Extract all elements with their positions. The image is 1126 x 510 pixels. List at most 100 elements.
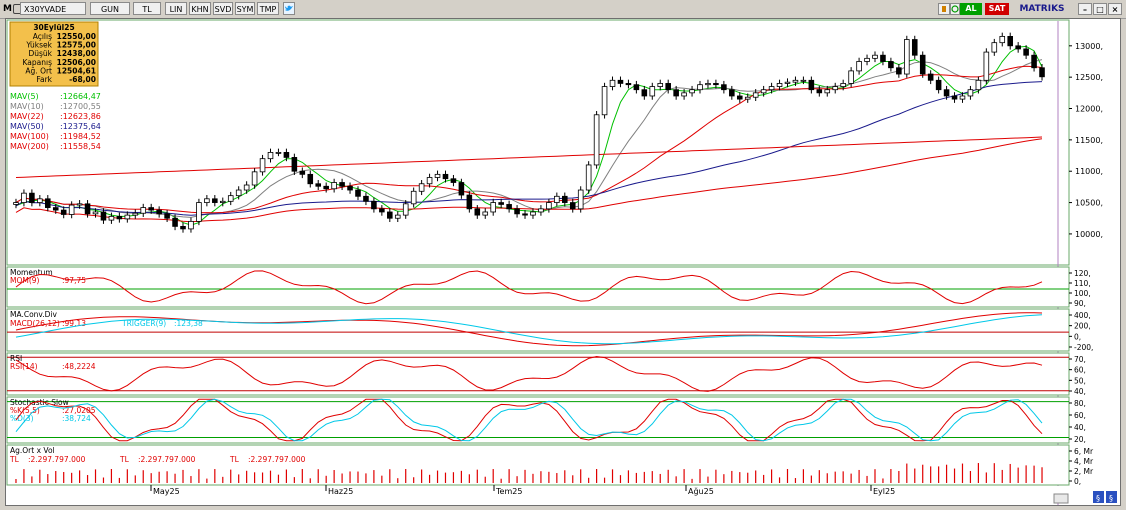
currency-selector[interactable]: TL	[133, 2, 161, 15]
panel-tick-label: 60,	[1074, 366, 1086, 375]
candle-body	[283, 152, 290, 158]
y-tick-label: 11000,	[1075, 167, 1103, 176]
candle-body	[562, 195, 568, 203]
candle-body	[792, 79, 799, 83]
legend-label: MAV(10)	[10, 102, 44, 111]
indicator-line	[15, 398, 1043, 442]
candle-body	[37, 198, 43, 203]
candle-body	[307, 173, 314, 185]
minimize-icon[interactable]: –	[1078, 3, 1092, 15]
candle-body	[418, 183, 425, 192]
y-tick-label: 10500,	[1075, 199, 1103, 208]
stoch-panel: 80, 60, 40, 20, Stochastic Slow%K(5,5):27,02…	[6, 396, 1086, 444]
panel-series-value: :97,75	[62, 276, 86, 285]
candle-body	[784, 81, 791, 84]
scroll-controls[interactable]: § §	[1053, 491, 1117, 504]
legend-value: :12623,86	[60, 112, 101, 121]
candle-body	[108, 215, 115, 221]
candle-body	[219, 200, 226, 203]
info-value: 12504,61	[57, 66, 96, 75]
symbol-selector[interactable]: X30YVADE	[20, 2, 86, 15]
candle-body	[371, 200, 377, 210]
candle-body	[824, 89, 831, 94]
candle-body	[172, 217, 178, 227]
candle-body	[530, 211, 536, 216]
candle-body	[617, 79, 624, 84]
period-selector[interactable]: GUN	[90, 2, 130, 15]
lin-button[interactable]: LIN	[165, 2, 187, 15]
candle-body	[649, 86, 656, 97]
candle-body	[243, 184, 250, 191]
volume-value: :2.297.797.000	[28, 455, 86, 464]
volume-prefix: TL	[9, 455, 20, 464]
sym-button[interactable]: SYM	[235, 2, 255, 15]
y-tick-label: 13000,	[1075, 42, 1103, 51]
tmp-button[interactable]: TMP	[257, 2, 279, 15]
panel-tick-label: 6, Mr	[1074, 447, 1094, 456]
candle-body	[522, 213, 528, 216]
candle-body	[116, 215, 123, 220]
candle-body	[100, 211, 107, 221]
candle-body	[482, 211, 489, 216]
candle-body	[1015, 45, 1021, 50]
info-label: Düşük	[28, 49, 52, 58]
volume-prefix: TL	[229, 455, 240, 464]
legend-value: :12375,64	[60, 122, 101, 131]
y-tick-label: 12500,	[1075, 73, 1103, 82]
candle-body	[681, 92, 687, 97]
legend-value: :12664,47	[60, 92, 101, 101]
panel-title: MA.Conv.Div	[10, 310, 58, 319]
panel-tick-label: 110,	[1074, 279, 1091, 288]
twitter-icon[interactable]	[283, 2, 295, 15]
candle-body	[363, 195, 369, 202]
buy-button[interactable]: AL	[960, 3, 982, 15]
candle-body	[768, 86, 775, 91]
y-tick-label: 12000,	[1075, 105, 1103, 114]
candle-body	[347, 185, 353, 191]
candle-body	[832, 86, 839, 91]
maximize-icon[interactable]: □	[1093, 3, 1107, 15]
candle-body	[760, 89, 767, 94]
candle-body	[156, 209, 162, 215]
candle-body	[323, 185, 329, 190]
candle-body	[991, 42, 998, 53]
candle-body	[466, 194, 473, 210]
refresh-icon[interactable]	[950, 3, 960, 15]
macd-panel: 400, 200,0, -200, MA.Conv.DivMACD(26,12):99…	[6, 308, 1093, 352]
alarm-icon[interactable]	[938, 3, 950, 15]
khn-button[interactable]: KHN	[189, 2, 211, 15]
panel-series-label: MACD(26,12)	[10, 319, 60, 328]
candle-body	[458, 182, 465, 196]
ohlc-info-box: 30Eylül25 Açılış 12550,00 Yüksek 12575,00 Dü…	[9, 21, 99, 87]
ma22-line	[15, 65, 1043, 214]
candle-body	[736, 95, 743, 100]
candle-body	[379, 208, 385, 213]
candle-body	[697, 84, 703, 91]
info-value: 12506,00	[57, 58, 96, 67]
panel-tick-label: 40,	[1074, 387, 1086, 396]
candle-body	[68, 204, 75, 215]
legend-label: MAV(100)	[10, 132, 49, 141]
candle-body	[124, 214, 131, 220]
chart-canvas[interactable]: 13000, 12500, 12000, 11500, 11000, 10500, 1000…	[6, 19, 1120, 505]
chart-area[interactable]: 13000, 12500, 12000, 11500, 11000, 10500, 1000…	[5, 18, 1121, 506]
legend-label: MAV(50)	[10, 122, 44, 131]
candle-body	[872, 54, 878, 59]
candle-body	[577, 189, 584, 210]
close-icon[interactable]: ×	[1108, 3, 1122, 15]
candle-body	[911, 39, 918, 56]
sell-button[interactable]: SAT	[985, 3, 1009, 15]
candle-body	[943, 89, 950, 97]
info-label: Kapanış	[23, 58, 53, 67]
info-label: Fark	[36, 75, 52, 84]
candle-body	[888, 61, 894, 69]
svd-button[interactable]: SVD	[213, 2, 233, 15]
candle-body	[601, 86, 608, 116]
candle-body	[426, 177, 433, 185]
info-value: 12438,00	[57, 49, 96, 58]
panel-tick-label: 50,	[1074, 376, 1086, 385]
candle-body	[490, 202, 496, 213]
candle-body	[959, 95, 966, 100]
